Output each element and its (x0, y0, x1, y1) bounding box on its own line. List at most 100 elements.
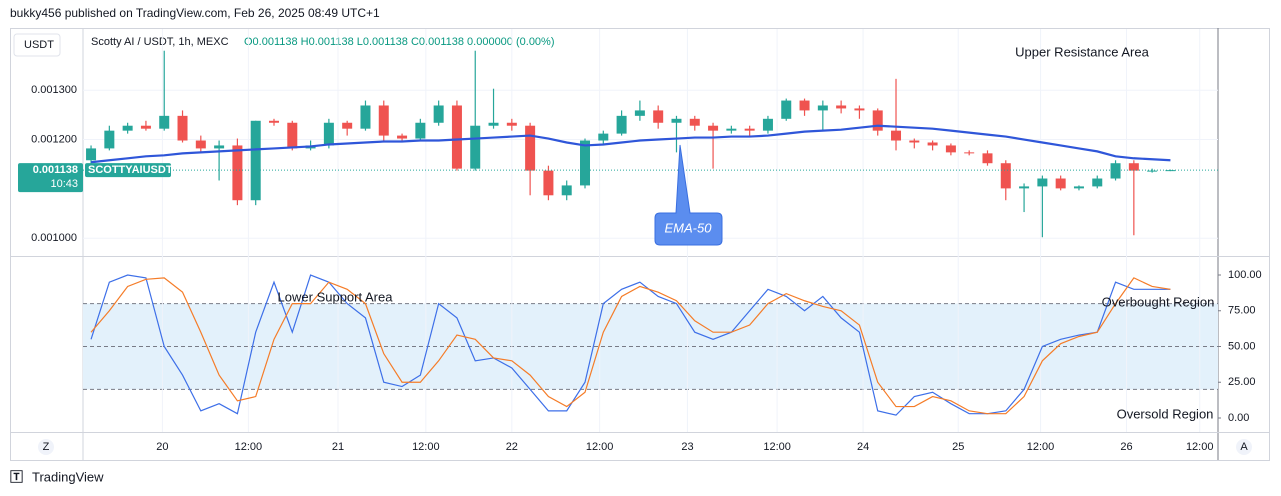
ohlc-legend: O0.001138 H0.001138 L0.001138 C0.001138 … (244, 36, 555, 48)
symbol-label: SCOTTYAIUSDT (88, 164, 173, 176)
symbol-badge (85, 163, 171, 178)
candle-body (195, 140, 206, 149)
price-badge (18, 163, 83, 193)
x-tick-label: 12:00 (235, 441, 263, 453)
candle-body (140, 125, 151, 129)
annotation: Lower Support Area (278, 289, 394, 304)
currency-label: USDT (24, 39, 54, 51)
frame (10, 28, 1270, 461)
candle-body (616, 115, 627, 134)
y-tick-label: 0.001000 (31, 232, 77, 244)
candle-body (872, 110, 883, 131)
x-tick-label: 23 (681, 441, 693, 453)
candle-body (891, 130, 902, 141)
candle-body (762, 118, 773, 131)
candle-body (397, 135, 408, 139)
candle-body (1165, 170, 1176, 172)
logo-mark: 🅃 (10, 469, 23, 484)
annotation: Upper Resistance Area (1015, 44, 1149, 59)
candle-body (671, 118, 682, 123)
candle-body (451, 105, 462, 169)
candle-body (1128, 163, 1139, 171)
x-tick-label: 12:00 (763, 441, 791, 453)
x-tick-label: 22 (506, 441, 518, 453)
candle-body (470, 125, 481, 169)
candle-body (964, 152, 975, 154)
candle-body (1019, 186, 1030, 189)
x-tick-label: 20 (156, 441, 168, 453)
candle-body (836, 105, 847, 109)
candle-body (1055, 178, 1066, 189)
candle-body (543, 170, 554, 196)
symbol-title: Scotty AI / USDT, 1h, MEXC (91, 36, 229, 48)
candle-body (86, 148, 97, 161)
y-tick-label: 25.00 (1228, 376, 1256, 388)
candle-body (488, 122, 499, 126)
annotation: Overbought Region (1102, 294, 1215, 309)
candle-body (525, 125, 536, 171)
candle-body (232, 145, 243, 201)
auto-label: A (1240, 441, 1248, 453)
candle-body (799, 100, 810, 111)
y-tick-label: 0.001300 (31, 84, 77, 96)
candle-body (415, 122, 426, 139)
annotation: Oversold Region (1117, 406, 1214, 421)
candle-body (159, 115, 170, 129)
y-tick-label: 0.00 (1228, 412, 1249, 424)
candle-body (909, 140, 920, 143)
x-tick-label: 12:00 (1186, 441, 1214, 453)
candle-body (726, 128, 737, 131)
candle-body (781, 100, 792, 119)
candle-body (104, 130, 115, 149)
countdown: 10:43 (50, 178, 78, 190)
candle-body (854, 108, 865, 111)
candle-body (598, 133, 609, 141)
candle-body (634, 110, 645, 116)
candle-body (177, 115, 188, 141)
x-tick-label: 12:00 (586, 441, 614, 453)
x-tick-label: 21 (332, 441, 344, 453)
zoom-label: Z (43, 441, 50, 453)
publisher: bukky456 published on TradingView.com, F… (10, 6, 380, 20)
candle-body (1037, 178, 1048, 187)
candle-body (250, 120, 261, 201)
candle-body (580, 140, 591, 186)
ema-line (90, 124, 1171, 164)
currency-button[interactable] (13, 33, 61, 57)
candle-body (689, 118, 700, 126)
candle-body (708, 125, 719, 131)
candle-body (817, 105, 828, 111)
x-tick-label: 25 (952, 441, 964, 453)
candle-body (744, 128, 755, 131)
y-tick-label: 75.00 (1228, 305, 1256, 317)
candle-body (927, 142, 938, 146)
ema-callout-label: EMA-50 (665, 220, 713, 235)
candle-body (1147, 170, 1158, 172)
candle-body (342, 122, 353, 129)
auto-button[interactable] (1236, 439, 1252, 455)
footer-brand: TradingView (32, 469, 104, 484)
y-tick-label: 100.00 (1228, 269, 1262, 281)
ema-callout (654, 144, 723, 246)
candle-body (1110, 163, 1121, 179)
candle-body (268, 120, 279, 123)
y-tick-label: 50.00 (1228, 340, 1256, 352)
oscillator-line (90, 277, 1171, 415)
candle-body (945, 145, 956, 153)
candle-body (982, 153, 993, 164)
last-price-label: 0.001138 (33, 164, 78, 176)
candle-body (378, 105, 389, 136)
x-tick-label: 12:00 (412, 441, 440, 453)
candle-body (561, 185, 572, 196)
zoom-button[interactable] (38, 439, 54, 455)
x-tick-label: 24 (857, 441, 869, 453)
candle-body (1000, 163, 1011, 189)
candle-body (287, 122, 298, 149)
x-tick-label: 12:00 (1027, 441, 1055, 453)
candle-body (360, 105, 371, 129)
candle-body (1092, 178, 1103, 187)
candle-body (1073, 186, 1084, 189)
